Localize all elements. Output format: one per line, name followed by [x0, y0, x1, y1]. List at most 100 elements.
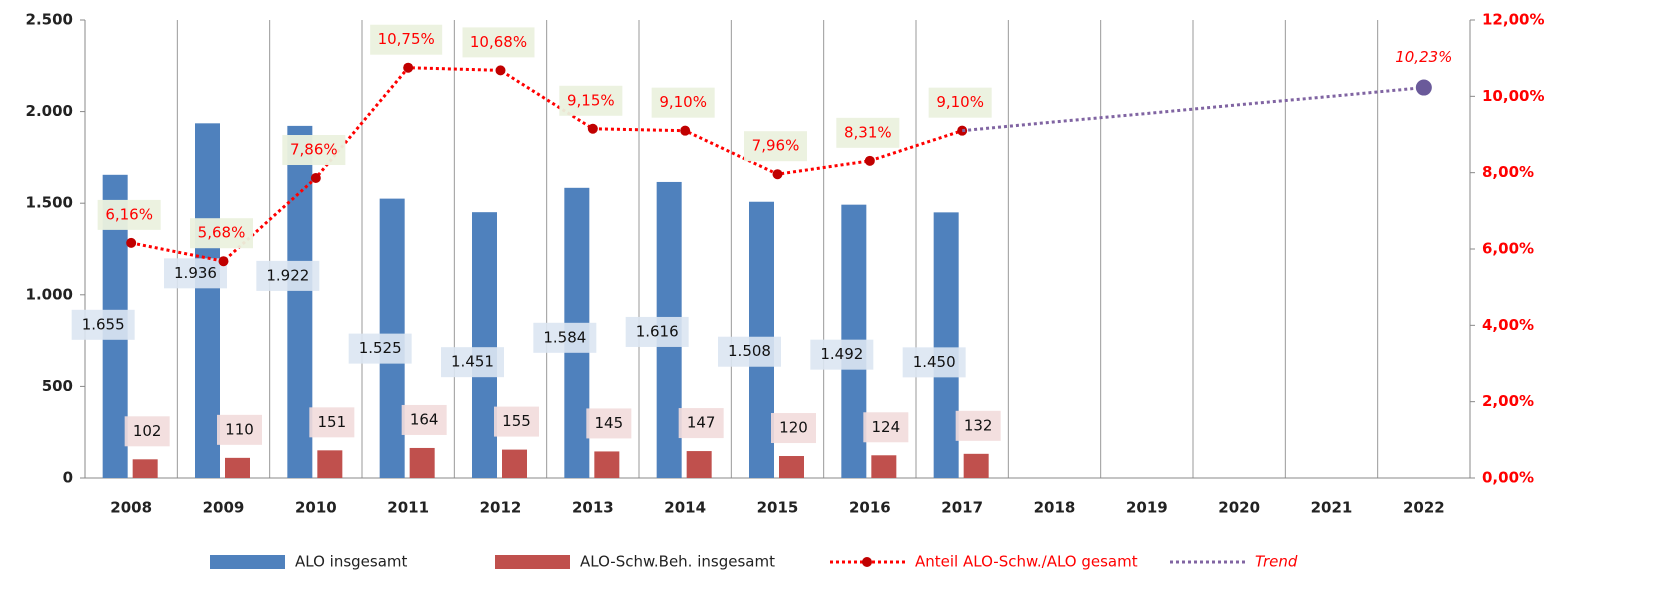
- bar-label: 145: [595, 414, 624, 432]
- line-label-bg: [282, 135, 346, 166]
- x-tick-label: 2016: [849, 499, 891, 517]
- bar-label-bg: [863, 412, 909, 443]
- bar-label: 1.655: [82, 315, 125, 333]
- x-tick-label: 2011: [387, 499, 429, 517]
- line-label: 9,10%: [936, 93, 984, 111]
- bar: [195, 123, 220, 478]
- line-label: 10,68%: [470, 33, 527, 51]
- bar-label: 164: [410, 410, 439, 428]
- x-tick-label: 2021: [1311, 499, 1353, 517]
- legend-marker: [862, 557, 872, 567]
- bar-label: 102: [133, 422, 162, 440]
- bar-label-bg: [124, 416, 170, 447]
- bar-label-bg: [625, 316, 689, 347]
- bar-label: 1.508: [728, 342, 771, 360]
- bar-label: 155: [502, 412, 531, 430]
- bar-label-bg: [441, 347, 504, 378]
- line-marker: [126, 237, 137, 248]
- legend-label: ALO-Schw.Beh. insgesamt: [580, 553, 775, 571]
- line-label: 5,68%: [198, 224, 246, 242]
- line-marker: [680, 125, 691, 136]
- line-label-bg: [559, 85, 623, 116]
- y-tick-label: 1.500: [26, 194, 73, 212]
- bar: [132, 459, 158, 478]
- bar-label-bg: [586, 408, 632, 439]
- legend-swatch: [210, 555, 285, 569]
- line: [130, 66, 963, 263]
- bar-label: 124: [872, 418, 901, 436]
- bar-label-bg: [771, 413, 816, 444]
- y-tick-label: 2.000: [26, 102, 73, 120]
- bar-label: 1.584: [543, 328, 586, 346]
- bar: [472, 212, 497, 478]
- bar-label: 1.936: [174, 264, 217, 282]
- bar-label-bg: [533, 322, 597, 353]
- x-tick-label: 2013: [572, 499, 614, 517]
- y-tick-label: 1.000: [26, 285, 73, 303]
- bar: [963, 453, 989, 478]
- line-label-bg: [651, 87, 715, 118]
- line-marker: [772, 169, 783, 180]
- line-label: 10,23%: [1395, 48, 1452, 66]
- bar: [409, 447, 435, 478]
- line-label-bg: [97, 199, 161, 230]
- bar-label-bg: [71, 309, 135, 340]
- bar-label-bg: [217, 414, 262, 445]
- x-tick-label: 2015: [757, 499, 799, 517]
- bar-label: 110: [225, 420, 254, 438]
- y-tick-label: 500: [42, 377, 73, 395]
- bar-label-bg: [401, 404, 447, 435]
- bar-label-bg: [256, 260, 320, 291]
- line-label-bg: [928, 87, 992, 118]
- line-marker: [1415, 79, 1432, 96]
- y2-tick-label: 0,00%: [1482, 469, 1534, 487]
- line-label: 6,16%: [105, 205, 153, 223]
- bar-label-bg: [718, 336, 781, 367]
- line-label: 7,86%: [290, 141, 338, 159]
- x-tick-label: 2008: [110, 499, 152, 517]
- line-marker: [864, 155, 875, 166]
- line-label: 9,15%: [567, 91, 615, 109]
- bar-label: 147: [687, 414, 716, 432]
- legend-label: Trend: [1255, 553, 1298, 571]
- bar-label: 1.525: [359, 339, 402, 357]
- line-label-bg: [836, 117, 900, 148]
- bar: [871, 455, 897, 478]
- line-marker: [403, 62, 414, 73]
- bar: [225, 457, 250, 478]
- y2-tick-label: 4,00%: [1482, 316, 1534, 334]
- x-tick-label: 2012: [480, 499, 522, 517]
- line-marker: [218, 256, 229, 267]
- x-tick-label: 2017: [941, 499, 983, 517]
- y2-tick-label: 2,00%: [1482, 392, 1534, 410]
- bar-label-bg: [494, 406, 539, 437]
- line-label: 8,31%: [844, 123, 892, 141]
- x-tick-label: 2009: [203, 499, 245, 517]
- line-marker: [310, 173, 321, 184]
- bar-label-bg: [902, 347, 966, 378]
- bar-label: 1.492: [820, 345, 863, 363]
- line-label-bg: [744, 131, 807, 162]
- bar-label: 151: [318, 413, 347, 431]
- line-label: 10,75%: [378, 30, 435, 48]
- bar-label: 1.450: [913, 353, 956, 371]
- y-tick-label: 0: [63, 469, 73, 487]
- y2-tick-label: 10,00%: [1482, 87, 1544, 105]
- bar: [779, 456, 804, 478]
- bar: [317, 450, 343, 478]
- legend-label: Anteil ALO-Schw./ALO gesamt: [915, 553, 1138, 571]
- bar: [594, 451, 620, 478]
- x-tick-label: 2010: [295, 499, 337, 517]
- bar-label-bg: [348, 333, 412, 364]
- x-tick-label: 2014: [664, 499, 706, 517]
- bar: [502, 449, 527, 478]
- x-tick-label: 2018: [1034, 499, 1076, 517]
- bar: [287, 125, 313, 479]
- line-label: 7,96%: [752, 137, 800, 155]
- y2-tick-label: 12,00%: [1482, 11, 1544, 29]
- line: [962, 86, 1424, 133]
- legend-label: ALO insgesamt: [295, 553, 408, 571]
- line-marker: [587, 123, 598, 134]
- line-marker: [495, 65, 506, 76]
